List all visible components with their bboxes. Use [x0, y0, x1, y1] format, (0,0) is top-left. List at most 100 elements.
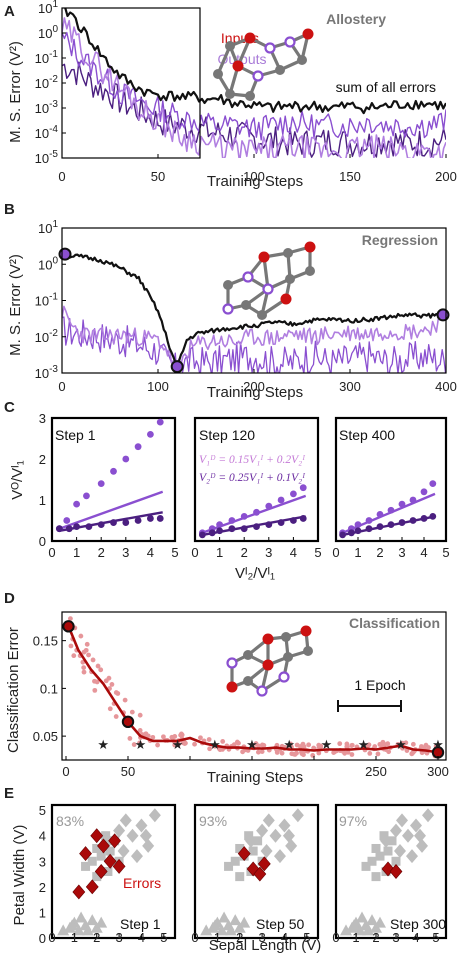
error-point — [103, 853, 117, 869]
virginica-point — [414, 828, 426, 843]
network-node-input — [304, 241, 316, 253]
raw-error-point — [155, 742, 160, 748]
raw-error-point — [179, 732, 185, 738]
data-point — [348, 529, 355, 537]
virginica-point — [273, 849, 286, 864]
data-point — [228, 517, 236, 524]
panel-b-network-diagram — [222, 241, 316, 320]
series-purple-light — [62, 17, 446, 158]
network-node-output — [226, 657, 238, 669]
raw-error-point — [106, 675, 112, 681]
virginica-point — [260, 844, 273, 859]
versicolor-point — [383, 846, 393, 856]
raw-error-point — [337, 741, 343, 747]
epoch-star: ★ — [358, 737, 370, 752]
y-tick-label: 1 — [39, 493, 46, 508]
raw-error-point — [143, 731, 149, 737]
data-point — [156, 418, 164, 426]
data-point — [240, 513, 248, 520]
x-tick-label: 1 — [216, 545, 223, 560]
data-point — [240, 525, 248, 533]
raw-error-point — [259, 749, 265, 755]
virginica-point — [126, 828, 139, 843]
network-node — [283, 652, 293, 662]
x-tick-label: 0 — [191, 545, 198, 560]
raw-error-point — [349, 742, 355, 748]
versicolor-point — [391, 856, 401, 866]
step-marker — [58, 247, 72, 261]
step-marker — [170, 360, 184, 374]
data-point — [216, 521, 224, 528]
setosa-point — [374, 916, 386, 928]
panel-d-ylabel: Classification Error — [5, 627, 22, 753]
y-tick-label: 3 — [39, 854, 46, 869]
virginica-point — [256, 823, 269, 838]
network-node-output — [222, 303, 234, 315]
y-tick-label: 10-2 — [35, 74, 59, 91]
versicolor-point — [92, 872, 102, 882]
versicolor-point — [103, 867, 113, 876]
x-tick-label: 1 — [352, 930, 359, 945]
raw-error-point — [107, 706, 113, 712]
virginica-point — [269, 828, 282, 843]
raw-error-point — [220, 739, 226, 744]
network-node — [281, 632, 291, 642]
raw-error-point — [113, 690, 119, 695]
raw-error-point — [176, 742, 181, 748]
series-sum-errors — [64, 8, 446, 115]
y-tick-label: 10-1 — [35, 49, 59, 66]
sum-errors-label: sum of all errors — [336, 79, 436, 95]
x-tick-label: 300 — [339, 379, 361, 394]
series-black — [62, 253, 446, 366]
data-point — [134, 517, 142, 524]
x-tick-label: 1 — [73, 545, 80, 560]
panel-d-frame — [61, 611, 447, 761]
panel-d-axes: 0 50 250 300 0.05 0.1 0.15 — [33, 634, 449, 779]
virginica-point — [422, 808, 434, 823]
epoch-star: ★ — [97, 737, 109, 752]
y-tick-label: 4 — [39, 829, 46, 844]
subplot-frame — [50, 803, 177, 940]
data-point — [63, 517, 71, 524]
x-tick-label: 3 — [265, 545, 272, 560]
y-tick-label: 10-2 — [35, 328, 59, 345]
virginica-point — [278, 818, 291, 833]
data-point — [429, 480, 437, 487]
data-point — [110, 467, 117, 475]
epoch-star: ★ — [283, 737, 295, 752]
x-tick-label: 4 — [281, 930, 288, 945]
raw-error-point — [90, 657, 96, 663]
raw-error-point — [192, 741, 197, 747]
raw-error-point — [86, 652, 91, 658]
x-tick-label: 50 — [151, 169, 165, 184]
data-point — [134, 443, 142, 451]
network-node-input — [232, 60, 244, 72]
y-tick-label: 3 — [39, 411, 46, 426]
raw-error-point — [137, 740, 142, 746]
data-point — [55, 525, 63, 533]
series-purple-dark — [62, 61, 446, 158]
raw-error-point — [150, 734, 156, 740]
acc-2: 93% — [199, 813, 227, 829]
raw-error-point — [344, 741, 350, 747]
step-marker — [121, 715, 135, 729]
panel-e-sub1: Step 1 — [120, 916, 161, 932]
virginica-point — [416, 838, 428, 853]
x-tick-label: 400 — [435, 379, 457, 394]
virginica-point — [139, 828, 152, 843]
panel-b: B 0 100 200 300 400 10-3 10-2 10-1 100 101 Regres… — [4, 201, 457, 401]
raw-error-point — [316, 750, 322, 756]
virginica-point — [135, 818, 148, 833]
versicolor-point — [235, 843, 245, 853]
virginica-point — [390, 823, 402, 838]
panel-a: A 0 50 100 150 200 10-5 10-4 10-3 10-2 10-1 100 101… — [4, 0, 457, 190]
y-tick-label: 100 — [38, 24, 58, 41]
raw-error-point — [410, 741, 416, 747]
x-tick-label: 150 — [339, 169, 361, 184]
panel-e-sub3: Step 300 — [390, 916, 446, 932]
